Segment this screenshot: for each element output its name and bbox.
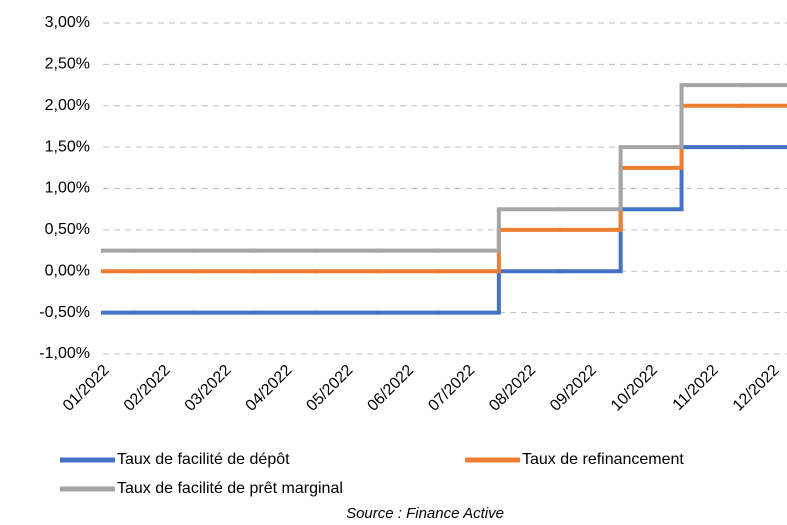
x-tick-label: 12/2022 xyxy=(730,362,783,415)
y-tick-label: -1,00% xyxy=(39,345,90,362)
x-tick-label: 03/2022 xyxy=(182,362,235,415)
y-tick-label: 1,00% xyxy=(45,180,90,197)
x-tick-label: 07/2022 xyxy=(425,362,478,415)
legend-label: Taux de facilité de dépôt xyxy=(117,451,290,468)
y-tick-label: 3,00% xyxy=(45,14,90,31)
x-tick-label: 05/2022 xyxy=(303,362,356,415)
x-tick-label: 08/2022 xyxy=(486,362,539,415)
y-tick-label: 0,00% xyxy=(45,262,90,279)
x-tick-label: 10/2022 xyxy=(608,362,661,415)
x-tick-label: 04/2022 xyxy=(243,362,296,415)
x-tick-label: 11/2022 xyxy=(670,362,722,414)
legend-label: Taux de facilité de prêt marginal xyxy=(117,480,343,497)
y-tick-label: 2,00% xyxy=(45,97,90,114)
x-tick-label: 09/2022 xyxy=(547,362,600,415)
y-tick-label: 2,50% xyxy=(45,56,90,73)
x-tick-label: 01/2022 xyxy=(60,362,113,415)
x-tick-label: 06/2022 xyxy=(364,362,417,415)
y-tick-label: -0,50% xyxy=(39,304,90,321)
legend-label: Taux de refinancement xyxy=(522,451,684,468)
y-tick-label: 1,50% xyxy=(45,138,90,155)
source: Source : Finance Active xyxy=(346,505,504,522)
y-tick-label: 0,50% xyxy=(45,221,90,238)
x-tick-label: 02/2022 xyxy=(121,362,174,415)
